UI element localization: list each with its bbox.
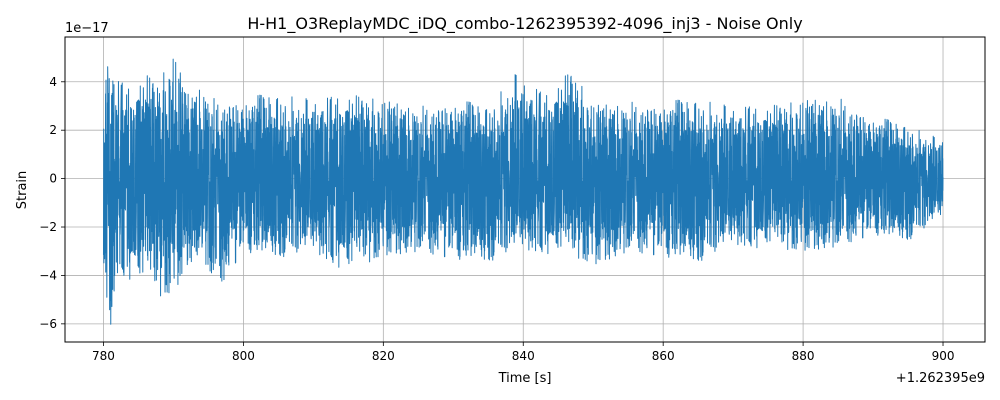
plot-frame (64, 36, 986, 343)
x-tick-label: 860 (652, 349, 675, 363)
x-tick-label: 840 (512, 349, 535, 363)
x-tick-label: 800 (232, 349, 255, 363)
y-tick-label: −2 (39, 220, 57, 234)
axis-ticks: 780 800 820 840 860 880 900 −6 −4 −2 0 2 4 (39, 75, 954, 363)
y-tick-label: −4 (39, 268, 57, 282)
x-tick-label: 780 (92, 349, 115, 363)
y-scale-label: 1e−17 (65, 21, 109, 36)
y-tick-label: 4 (49, 75, 57, 89)
x-tick-label: 880 (792, 349, 815, 363)
data-layer (102, 58, 944, 325)
x-axis-label: Time [s] (498, 371, 552, 386)
y-tick-label: 2 (49, 123, 57, 137)
y-axis-label: Strain (15, 171, 30, 210)
y-tick-label: 0 (49, 172, 57, 186)
strain-series-line (102, 58, 944, 325)
chart-title: H-H1_O3ReplayMDC_iDQ_combo-1262395392-40… (247, 14, 802, 34)
y-tick-label: −6 (39, 317, 57, 331)
x-offset-label: +1.262395e9 (896, 371, 985, 386)
x-tick-label: 900 (932, 349, 955, 363)
x-tick-label: 820 (372, 349, 395, 363)
